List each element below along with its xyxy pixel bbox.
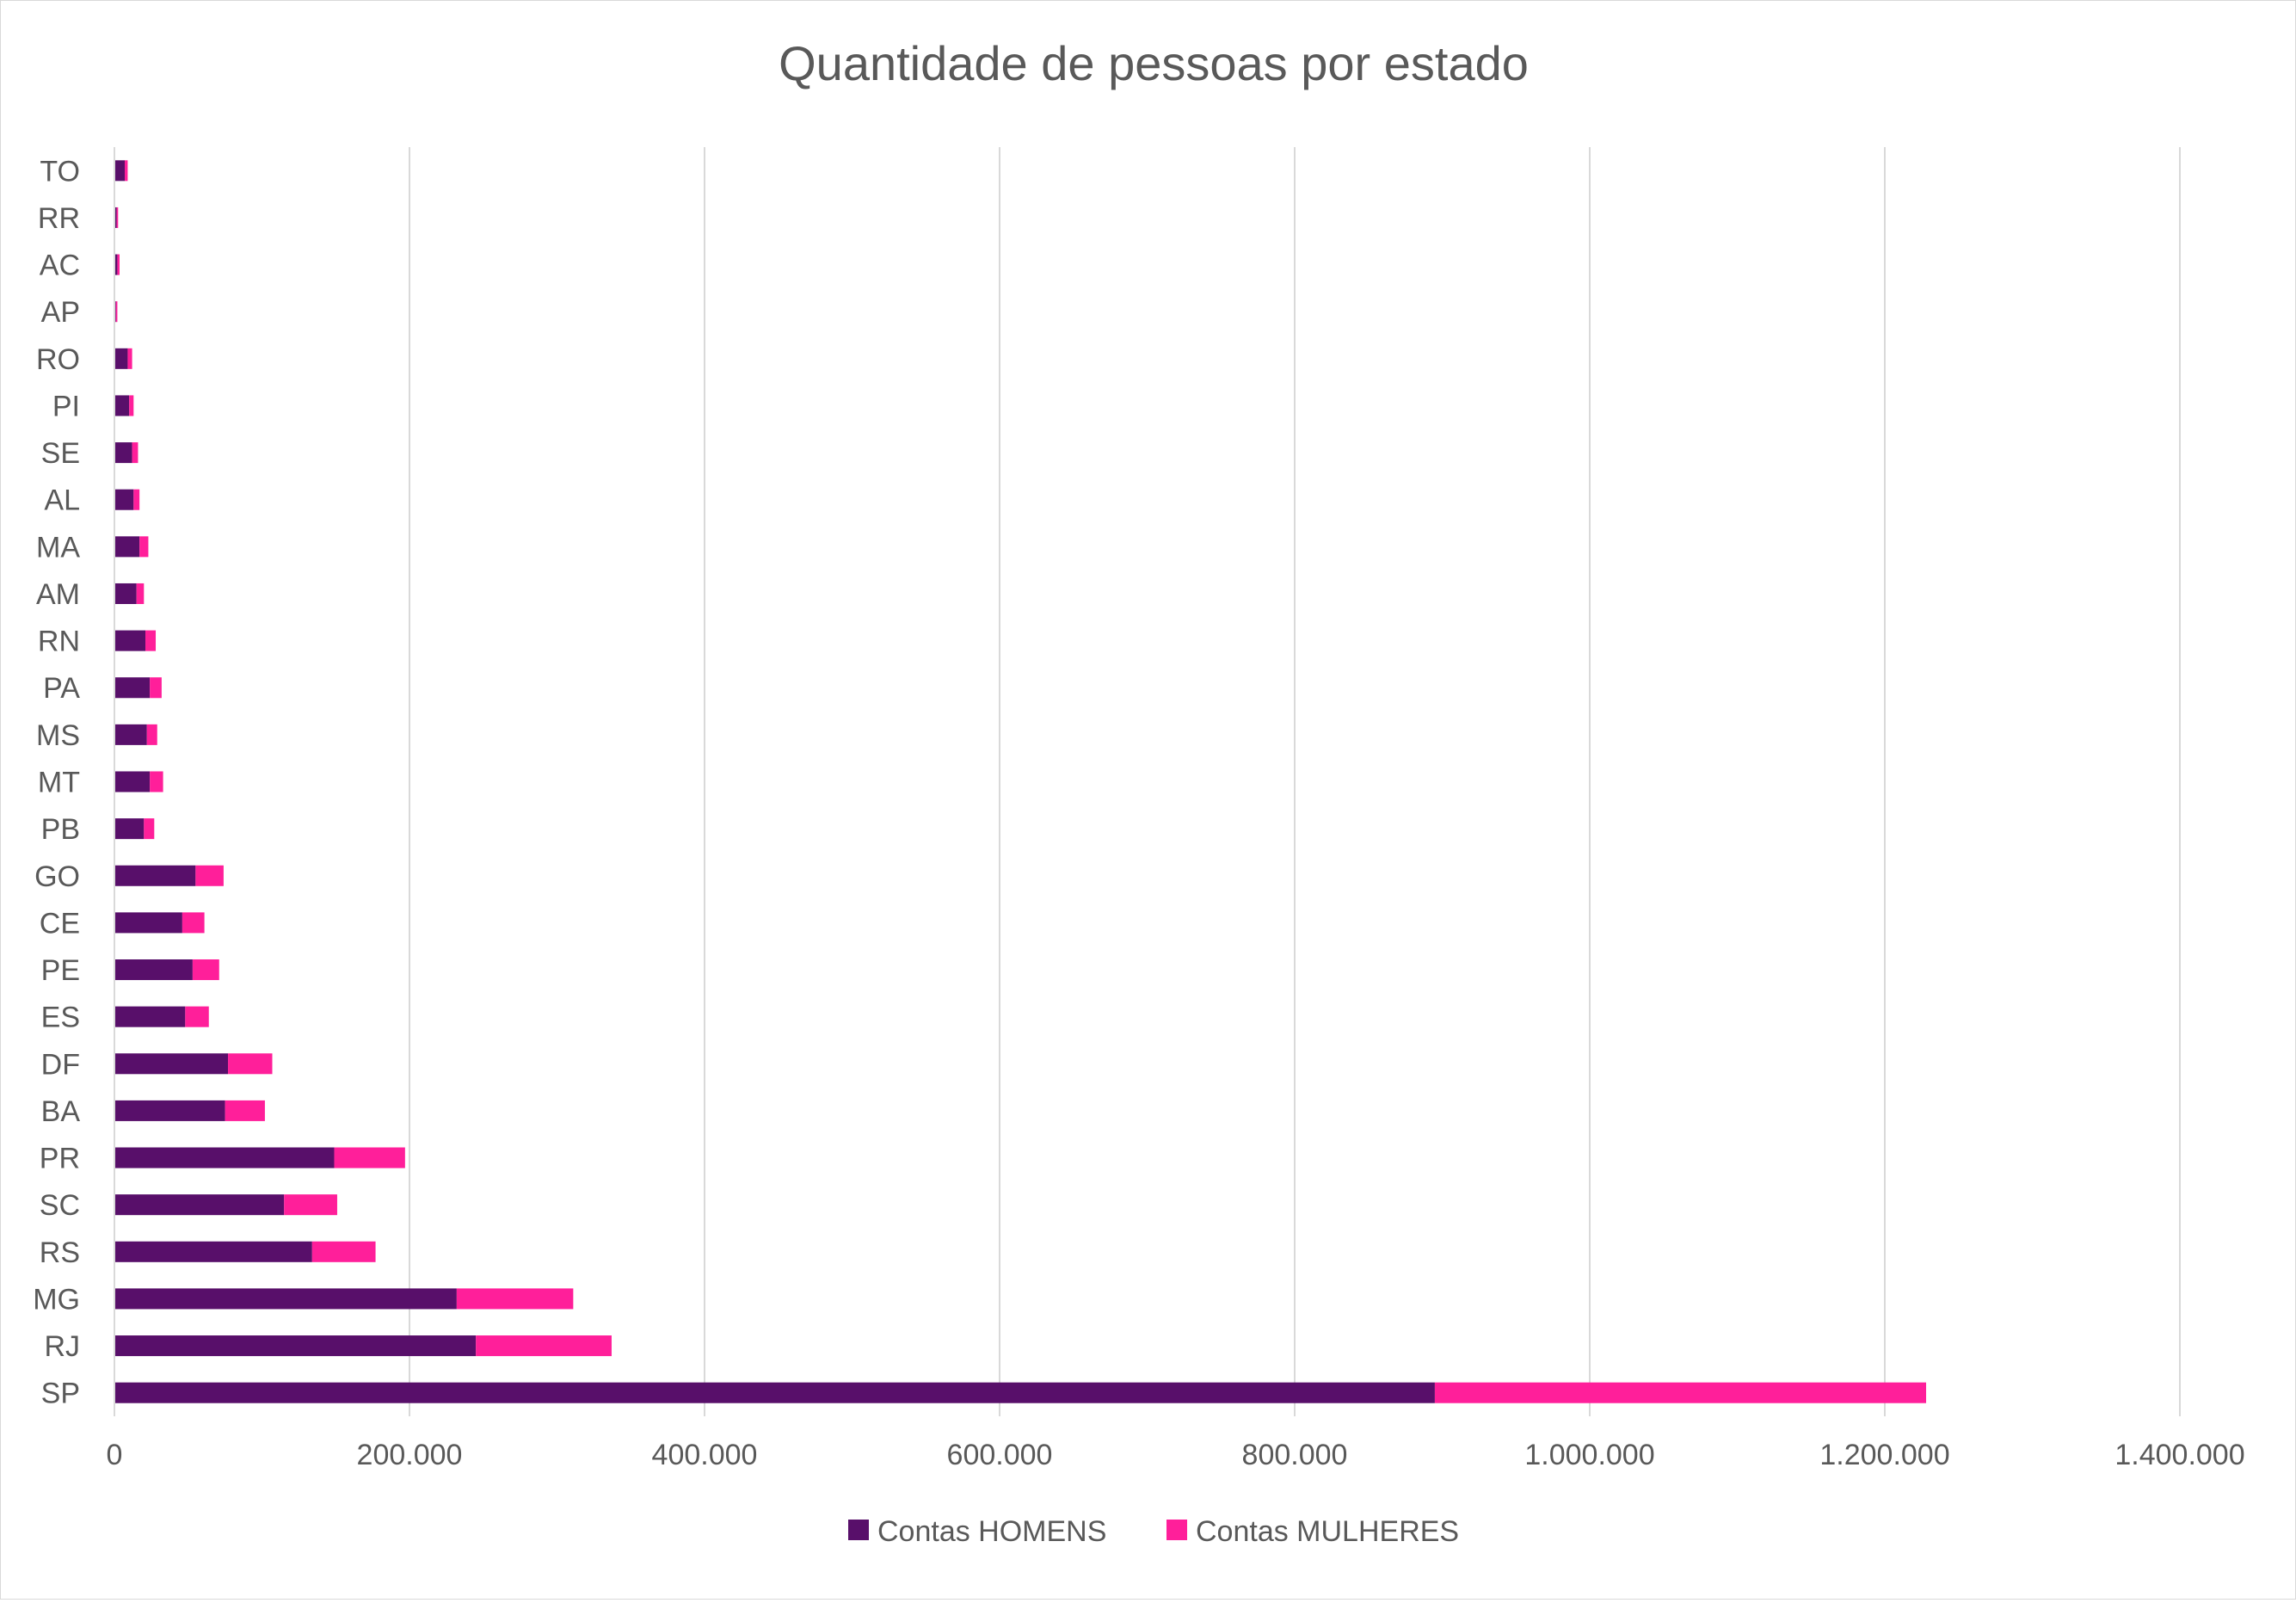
y-tick-label-ro: RO <box>36 343 80 376</box>
gridlines <box>409 147 2181 1416</box>
bar-pa-contas-homens <box>114 677 151 699</box>
y-tick-label-am: AM <box>36 578 80 611</box>
x-tick-label: 1.400.000 <box>2114 1439 2244 1471</box>
bar-pi-contas-mulheres <box>129 395 134 416</box>
bar-df-contas-homens <box>114 1053 229 1075</box>
bar-to-contas-homens <box>114 160 126 182</box>
bar-ma-contas-mulheres <box>139 536 149 558</box>
x-tick-label: 0 <box>107 1439 123 1471</box>
bar-ro-contas-mulheres <box>127 348 132 369</box>
bar-am-contas-homens <box>114 583 137 604</box>
bar-se-contas-mulheres <box>132 442 138 464</box>
bar-ac-contas-mulheres <box>117 254 120 275</box>
bar-rr-contas-mulheres <box>116 207 119 228</box>
bar-es-contas-mulheres <box>185 1006 209 1027</box>
y-tick-label-pb: PB <box>41 813 80 846</box>
bar-pi-contas-homens <box>114 395 130 416</box>
y-tick-label-al: AL <box>44 484 80 517</box>
bar-sc-contas-mulheres <box>284 1194 337 1216</box>
bar-al-contas-homens <box>114 489 134 510</box>
bar-ba-contas-mulheres <box>225 1100 265 1121</box>
bar-mt-contas-homens <box>114 771 151 792</box>
bar-ap-contas-mulheres <box>115 301 118 323</box>
y-tick-label-sp: SP <box>41 1378 80 1410</box>
bar-es-contas-homens <box>114 1006 186 1027</box>
y-tick-label-rs: RS <box>40 1236 80 1269</box>
bar-pr-contas-mulheres <box>334 1147 405 1168</box>
legend-label-contas-mulheres: Contas MULHERES <box>1196 1515 1459 1548</box>
bar-ce-contas-homens <box>114 912 182 934</box>
y-tick-label-ap: AP <box>41 296 80 329</box>
x-tick-label: 600.000 <box>947 1439 1053 1471</box>
y-tick-label-pi: PI <box>52 390 80 422</box>
legend-label-contas-homens: Contas HOMENS <box>877 1515 1106 1548</box>
legend-swatch-contas-homens <box>848 1520 869 1540</box>
legend-swatch-contas-mulheres <box>1166 1520 1187 1540</box>
bar-rr-contas-homens <box>114 207 117 228</box>
bar-am-contas-mulheres <box>136 583 145 604</box>
bar-to-contas-mulheres <box>125 160 128 182</box>
bar-mg-contas-mulheres <box>456 1288 574 1310</box>
bar-pr-contas-homens <box>114 1147 335 1168</box>
bar-df-contas-mulheres <box>228 1053 273 1075</box>
bar-ms-contas-mulheres <box>146 724 157 745</box>
bar-ce-contas-mulheres <box>182 912 205 934</box>
y-tick-label-ms: MS <box>36 719 80 752</box>
bar-rn-contas-homens <box>114 630 146 651</box>
bar-pb-contas-homens <box>114 818 145 840</box>
bar-sc-contas-homens <box>114 1194 285 1216</box>
y-tick-label-se: SE <box>41 437 80 470</box>
y-tick-label-mg: MG <box>33 1283 80 1316</box>
legend: Contas HOMENS Contas MULHERES <box>848 1515 1459 1548</box>
y-tick-label-sc: SC <box>40 1189 80 1222</box>
bar-rn-contas-mulheres <box>145 630 157 651</box>
bar-ms-contas-homens <box>114 724 147 745</box>
y-tick-label-rn: RN <box>38 626 80 658</box>
bar-sp-contas-mulheres <box>1434 1382 1927 1403</box>
y-tick-label-pa: PA <box>43 672 80 705</box>
bar-pe-contas-mulheres <box>192 959 219 981</box>
y-tick-label-df: DF <box>41 1048 80 1081</box>
bar-go-contas-mulheres <box>195 865 224 886</box>
y-tick-label-to: TO <box>40 155 80 188</box>
bar-pa-contas-mulheres <box>150 677 162 699</box>
bar-ma-contas-homens <box>114 536 140 558</box>
bar-rs-contas-homens <box>114 1241 312 1262</box>
bar-rs-contas-mulheres <box>311 1241 376 1262</box>
bar-pe-contas-homens <box>114 959 193 981</box>
x-tick-label: 800.000 <box>1242 1439 1348 1471</box>
bar-ro-contas-homens <box>114 348 128 369</box>
chart-title: Quantidade de pessoas por estado <box>779 36 1529 90</box>
y-tick-label-es: ES <box>41 1002 80 1034</box>
bar-ac-contas-homens <box>114 254 118 275</box>
bar-ba-contas-homens <box>114 1100 225 1121</box>
bar-go-contas-homens <box>114 865 196 886</box>
axes: 0 200.000 400.000 600.000 800.000 1.000.000 1.… <box>33 147 2245 1471</box>
x-tick-label: 400.000 <box>652 1439 758 1471</box>
y-tick-label-ce: CE <box>40 907 80 940</box>
bar-rj-contas-homens <box>114 1335 477 1357</box>
y-tick-label-ma: MA <box>36 531 80 564</box>
x-tick-label: 200.000 <box>357 1439 463 1471</box>
y-tick-label-rr: RR <box>38 202 80 235</box>
y-tick-label-mt: MT <box>38 767 80 799</box>
y-tick-label-pe: PE <box>41 954 80 987</box>
bar-rj-contas-mulheres <box>476 1335 612 1357</box>
bars <box>114 160 1927 1403</box>
bar-se-contas-homens <box>114 442 132 464</box>
y-tick-label-rj: RJ <box>44 1330 80 1363</box>
bar-al-contas-mulheres <box>133 489 140 510</box>
bar-mt-contas-mulheres <box>150 771 163 792</box>
bar-sp-contas-homens <box>114 1382 1435 1403</box>
y-tick-label-ba: BA <box>41 1095 81 1128</box>
bar-mg-contas-homens <box>114 1288 457 1310</box>
x-tick-label: 1.200.000 <box>1819 1439 1949 1471</box>
x-tick-label: 1.000.000 <box>1524 1439 1654 1471</box>
y-tick-label-pr: PR <box>40 1143 80 1175</box>
y-tick-label-ac: AC <box>40 250 80 282</box>
y-tick-label-go: GO <box>34 860 80 893</box>
bar-pb-contas-mulheres <box>144 818 155 840</box>
